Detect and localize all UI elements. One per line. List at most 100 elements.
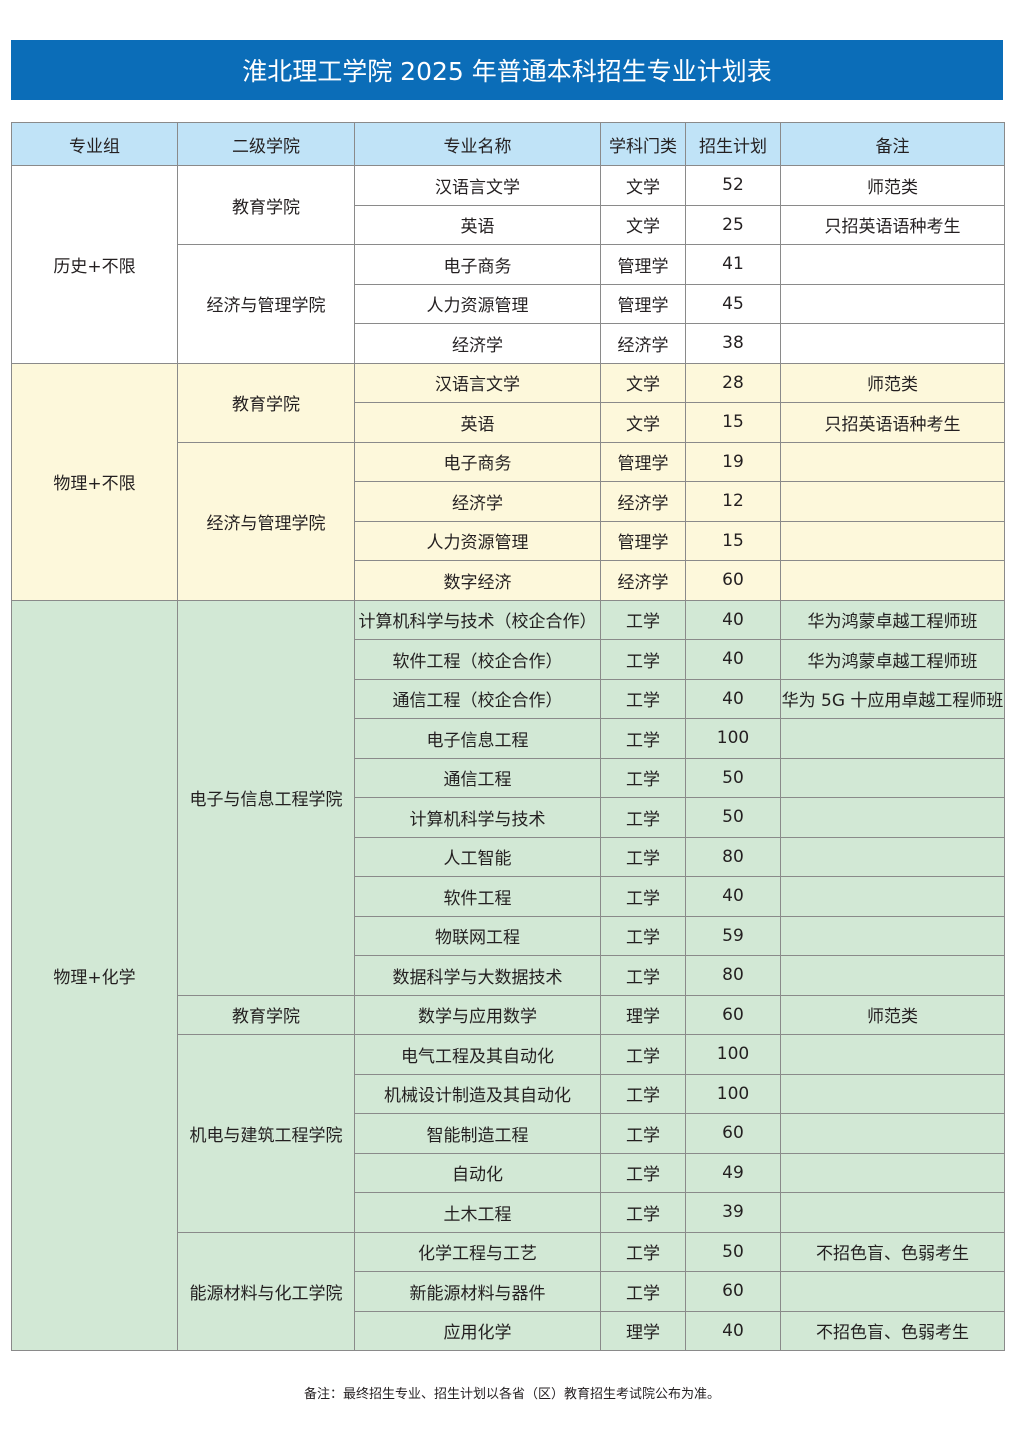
- category: 经济学: [600, 323, 686, 364]
- category: 工学: [600, 718, 686, 759]
- page-title: 淮北理工学院 2025 年普通本科招生专业计划表: [11, 40, 1003, 100]
- major-name: 机械设计制造及其自动化: [354, 1073, 601, 1114]
- category: 理学: [600, 1310, 686, 1351]
- remark: [780, 441, 1005, 482]
- table-row: 能源材料与化工学院 化学工程与工艺 工学 50 不招色盲、色弱考生: [12, 1231, 1005, 1351]
- category: 工学: [600, 1231, 686, 1272]
- remark: [780, 955, 1005, 996]
- major-name: 电子商务: [354, 441, 601, 482]
- remark: 不招色盲、色弱考生: [780, 1231, 1005, 1272]
- table-row: 英语 文学 25 只招英语语种考生: [12, 204, 1005, 245]
- table-row: 物联网工程 工学 59: [12, 915, 1005, 956]
- remark: [780, 244, 1005, 285]
- major-name: 应用化学: [354, 1310, 601, 1351]
- plan-count: 60: [685, 560, 781, 601]
- remark: [780, 323, 1005, 364]
- remark: 华为鸿蒙卓越工程师班: [780, 639, 1005, 680]
- major-name: 软件工程（校企合作）: [354, 639, 601, 680]
- category: 管理学: [600, 244, 686, 285]
- remark: [780, 560, 1005, 601]
- college: 电子与信息工程学院: [177, 599, 355, 996]
- college: 经济与管理学院: [177, 441, 355, 601]
- table-row: 电子信息工程 工学 100: [12, 718, 1005, 759]
- table-row: 应用化学 理学 40 不招色盲、色弱考生: [12, 1310, 1005, 1351]
- table-row: 通信工程（校企合作） 工学 40 华为 5G 十应用卓越工程师班: [12, 678, 1005, 719]
- remark: [780, 915, 1005, 956]
- category: 工学: [600, 955, 686, 996]
- major-name: 物联网工程: [354, 915, 601, 956]
- college: 能源材料与化工学院: [177, 1231, 355, 1351]
- major-name: 数字经济: [354, 560, 601, 601]
- plan-count: 80: [685, 836, 781, 877]
- table-row: 教育学院 数学与应用数学 理学 60 师范类: [12, 994, 1005, 1035]
- table-row: 历史+不限 教育学院 汉语言文学 文学 52 师范类: [11, 165, 1005, 364]
- major-name: 英语: [354, 402, 601, 443]
- plan-count: 45: [685, 283, 781, 324]
- category: 文学: [600, 165, 686, 206]
- plan-count: 50: [685, 1231, 781, 1272]
- major-name: 人工智能: [354, 836, 601, 877]
- header-major: 专业名称: [354, 122, 601, 166]
- plan-count: 28: [685, 362, 781, 403]
- category: 工学: [600, 836, 686, 877]
- category: 文学: [600, 362, 686, 403]
- category: 工学: [600, 678, 686, 719]
- remark: [780, 876, 1005, 917]
- plan-count: 15: [685, 520, 781, 561]
- major-name: 新能源材料与器件: [354, 1271, 601, 1312]
- plan-count: 19: [685, 441, 781, 482]
- plan-count: 15: [685, 402, 781, 443]
- table-row: 数据科学与大数据技术 工学 80: [12, 955, 1005, 996]
- remark: 不招色盲、色弱考生: [780, 1310, 1005, 1351]
- plan-count: 59: [685, 915, 781, 956]
- major-name: 人力资源管理: [354, 283, 601, 324]
- remark: [780, 797, 1005, 838]
- major-name: 计算机科学与技术（校企合作）: [354, 599, 601, 640]
- plan-count: 40: [685, 599, 781, 640]
- major-name: 电气工程及其自动化: [354, 1034, 601, 1075]
- remark: [780, 1152, 1005, 1193]
- college: 教育学院: [177, 994, 355, 1035]
- subject-group: 历史+不限: [11, 165, 178, 364]
- table-row: 软件工程（校企合作） 工学 40 华为鸿蒙卓越工程师班: [12, 639, 1005, 680]
- plan-count: 100: [685, 1073, 781, 1114]
- plan-count: 52: [685, 165, 781, 206]
- remark: [780, 520, 1005, 561]
- remark: 师范类: [780, 165, 1005, 206]
- header-notes: 备注: [780, 122, 1005, 166]
- remark: 华为 5G 十应用卓越工程师班: [780, 678, 1005, 719]
- remark: [780, 1073, 1005, 1114]
- remark: [780, 481, 1005, 522]
- category: 工学: [600, 1034, 686, 1075]
- table-row: 英语 文学 15 只招英语语种考生: [12, 402, 1005, 443]
- remark: [780, 1034, 1005, 1075]
- remark: 只招英语语种考生: [780, 204, 1005, 245]
- table-row: 机械设计制造及其自动化 工学 100: [12, 1073, 1005, 1114]
- category: 工学: [600, 1073, 686, 1114]
- subject-group: 物理+化学: [11, 599, 178, 1351]
- header-group: 专业组: [11, 122, 178, 166]
- plan-count: 39: [685, 1192, 781, 1233]
- table-row: 数字经济 经济学 60: [12, 560, 1005, 601]
- plan-count: 60: [685, 1113, 781, 1154]
- plan-count: 100: [685, 718, 781, 759]
- category: 管理学: [600, 520, 686, 561]
- table-row: 通信工程 工学 50: [12, 757, 1005, 798]
- category: 理学: [600, 994, 686, 1035]
- header-college: 二级学院: [177, 122, 355, 166]
- plan-count: 49: [685, 1152, 781, 1193]
- table-row: 软件工程 工学 40: [12, 876, 1005, 917]
- plan-count: 12: [685, 481, 781, 522]
- subject-group: 物理+不限: [11, 362, 178, 601]
- category: 工学: [600, 797, 686, 838]
- category: 工学: [600, 915, 686, 956]
- category: 工学: [600, 1113, 686, 1154]
- major-name: 数据科学与大数据技术: [354, 955, 601, 996]
- table-row: 经济学 经济学 12: [12, 481, 1005, 522]
- enrollment-plan-table: 专业组 二级学院 专业名称 学科门类 招生计划 备注 历史+不限 教育学院 汉语言文…: [11, 122, 1005, 1351]
- major-name: 软件工程: [354, 876, 601, 917]
- table-row: 经济学 经济学 38: [12, 323, 1005, 364]
- major-name: 通信工程（校企合作）: [354, 678, 601, 719]
- remark: 师范类: [780, 994, 1005, 1035]
- category: 工学: [600, 599, 686, 640]
